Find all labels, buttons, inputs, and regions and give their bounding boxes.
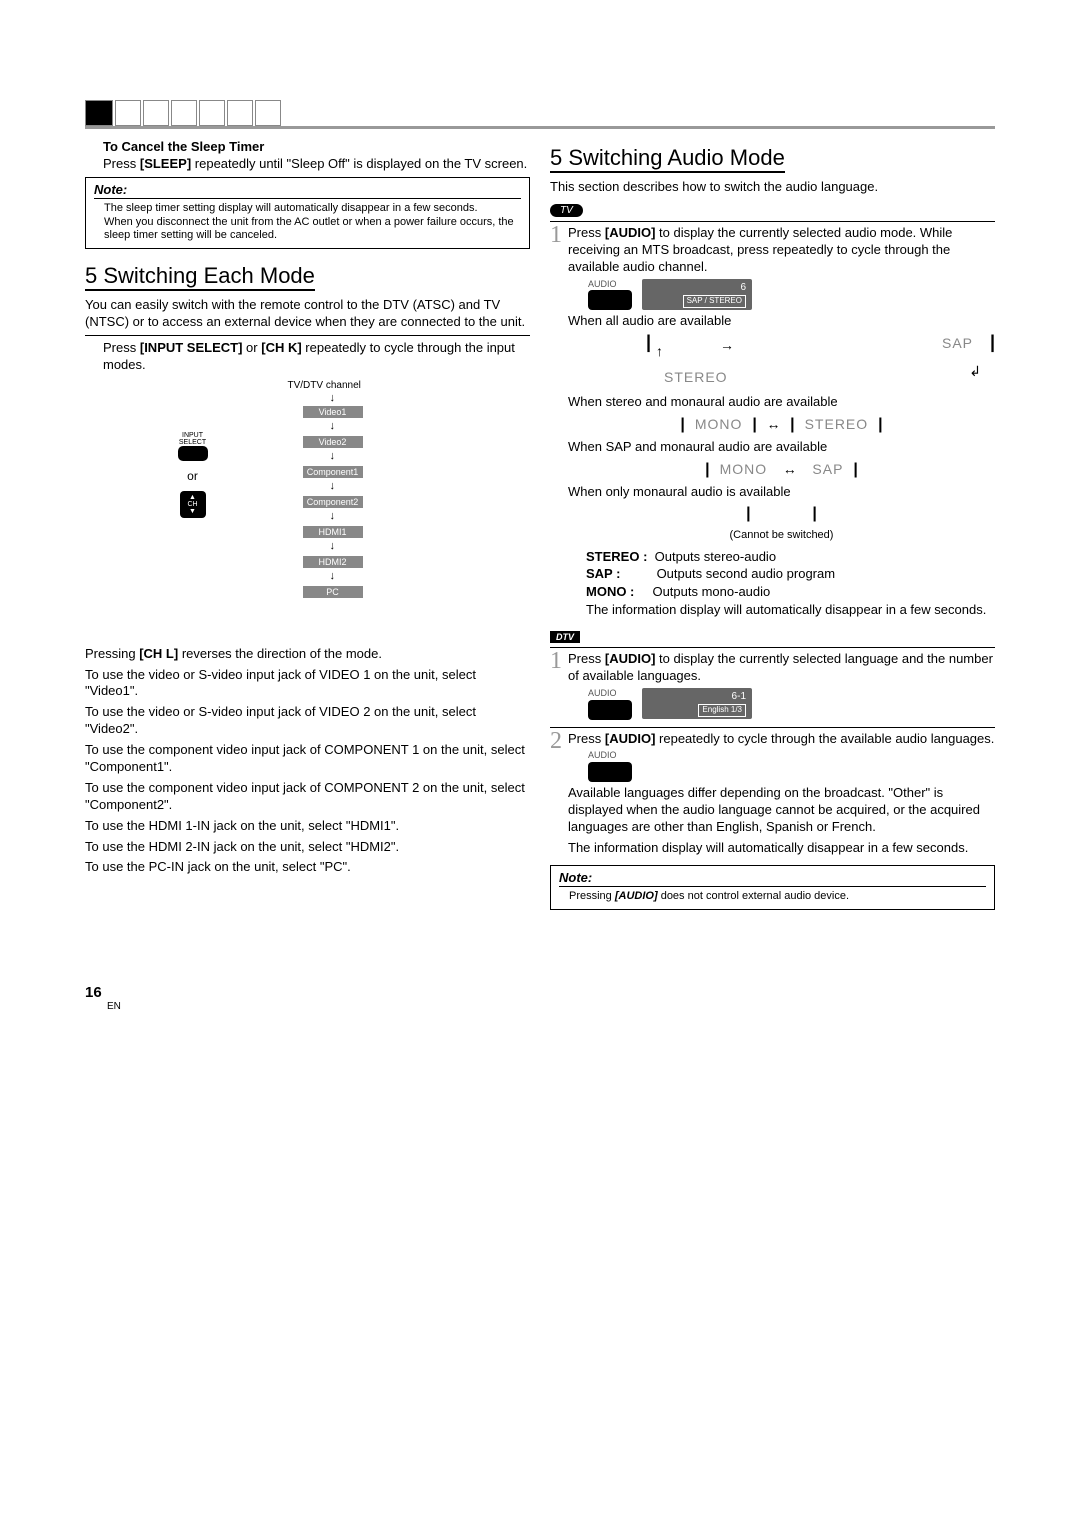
sleep-note: Note: The sleep timer setting display wi… — [85, 177, 530, 249]
mode-text: To use the video or S-video input jack o… — [85, 667, 530, 701]
switching-mode-intro: You can easily switch with the remote co… — [85, 297, 530, 331]
press-input-select: Press [INPUT SELECT] or [CH K] repeatedl… — [103, 340, 530, 374]
osd-label: AUDIO — [588, 688, 632, 700]
page-number: 16 — [85, 984, 995, 1001]
input-mode-diagram: TV/DTV channel ↓ Video1 ↓ Video2 ↓ Compo… — [178, 380, 438, 638]
right-column: 5 Switching Audio Mode This section desc… — [550, 139, 995, 924]
osd-display: AUDIO 6-1 English 1/3 — [588, 688, 995, 720]
note-line: When you disconnect the unit from the AC… — [104, 216, 521, 242]
audio-note: Note: Pressing [AUDIO] does not control … — [550, 865, 995, 911]
mode-box: Component1 — [303, 466, 363, 478]
tab — [143, 100, 169, 126]
osd-label: AUDIO — [588, 750, 632, 762]
audio-case: When SAP and monaural audio are availabl… — [568, 439, 995, 456]
audio-button-icon — [588, 290, 632, 310]
osd-display: AUDIO 6 SAP / STEREO — [588, 279, 995, 311]
mode-box: Video1 — [303, 406, 363, 418]
tab — [227, 100, 253, 126]
note-line: The sleep timer setting display will aut… — [104, 202, 521, 215]
audio-button-icon — [588, 762, 632, 782]
dtv-step-1: 1 Press [AUDIO] to display the currently… — [550, 647, 995, 722]
ch-button-icon: ▲CH▼ — [180, 491, 206, 518]
tab-active — [85, 100, 113, 126]
audio-cycle: | | — [568, 504, 995, 525]
section-tabs — [85, 100, 995, 129]
remote-buttons: INPUT SELECT or ▲CH▼ — [178, 432, 208, 518]
audio-case: When only monaural audio is available — [568, 484, 995, 501]
audio-mode-heading: 5 Switching Audio Mode — [550, 145, 785, 173]
mode-box: HDMI2 — [303, 556, 363, 568]
audio-case: When all audio are available — [568, 313, 995, 330]
audio-cycle: | → SAP | ↑ STEREO ↲ — [568, 334, 995, 394]
note-title: Note: — [559, 870, 986, 888]
mode-box: Video2 — [303, 436, 363, 448]
audio-intro: This section describes how to switch the… — [550, 179, 995, 196]
diag-top-label: TV/DTV channel — [288, 380, 361, 391]
cancel-sleep-heading: To Cancel the Sleep Timer — [103, 139, 530, 154]
audio-case: When stereo and monaural audio are avail… — [568, 394, 995, 411]
note-line: Pressing [AUDIO] does not control extern… — [569, 890, 986, 903]
mode-text: To use the component video input jack of… — [85, 742, 530, 776]
tv-badge: TV — [550, 204, 583, 217]
input-select-label: INPUT SELECT — [178, 432, 208, 446]
mode-text: To use the video or S-video input jack o… — [85, 704, 530, 738]
audio-button-icon — [588, 700, 632, 720]
mode-text: To use the HDMI 2-IN jack on the unit, s… — [85, 839, 530, 856]
tv-step-1: 1 Press [AUDIO] to display the currently… — [550, 221, 995, 623]
auto-disappear: The information display will automatical… — [568, 840, 995, 857]
note-title: Note: — [94, 182, 521, 200]
step-number: 2 — [550, 731, 562, 861]
mode-text: To use the component video input jack of… — [85, 780, 530, 814]
mode-box: PC — [303, 586, 363, 598]
osd-display: AUDIO — [588, 750, 995, 782]
tab — [199, 100, 225, 126]
osd-screen: 6 SAP / STEREO — [642, 279, 752, 309]
step-number: 1 — [550, 651, 562, 722]
mode-box: HDMI1 — [303, 526, 363, 538]
switching-mode-heading: 5 Switching Each Mode — [85, 263, 315, 291]
step-number: 1 — [550, 225, 562, 623]
mode-box: Component2 — [303, 496, 363, 508]
osd-screen: 6-1 English 1/3 — [642, 688, 752, 718]
mode-text: To use the PC-IN jack on the unit, selec… — [85, 859, 530, 876]
dtv-available: Available languages differ depending on … — [568, 785, 995, 836]
audio-cycle: |MONO| ↔ |STEREO| — [568, 415, 995, 436]
auto-disappear: The information display will automatical… — [586, 602, 995, 619]
audio-cycle: |MONO ↔ SAP| — [568, 460, 995, 481]
or-label: or — [178, 469, 208, 483]
input-select-button-icon — [178, 446, 208, 461]
tab — [115, 100, 141, 126]
mode-text: To use the HDMI 1-IN jack on the unit, s… — [85, 818, 530, 835]
left-column: To Cancel the Sleep Timer Press [SLEEP] … — [85, 139, 530, 924]
osd-label: AUDIO — [588, 279, 632, 291]
dtv-step-2: 2 Press [AUDIO] repeatedly to cycle thro… — [550, 727, 995, 861]
tab — [171, 100, 197, 126]
cancel-sleep-text: Press [SLEEP] repeatedly until "Sleep Of… — [103, 156, 530, 173]
page-lang: EN — [107, 1001, 995, 1012]
dtv-badge: DTV — [550, 631, 580, 643]
mode-text: Pressing [CH L] reverses the direction o… — [85, 646, 530, 663]
tab — [255, 100, 281, 126]
cannot-switch: (Cannot be switched) — [568, 528, 995, 542]
